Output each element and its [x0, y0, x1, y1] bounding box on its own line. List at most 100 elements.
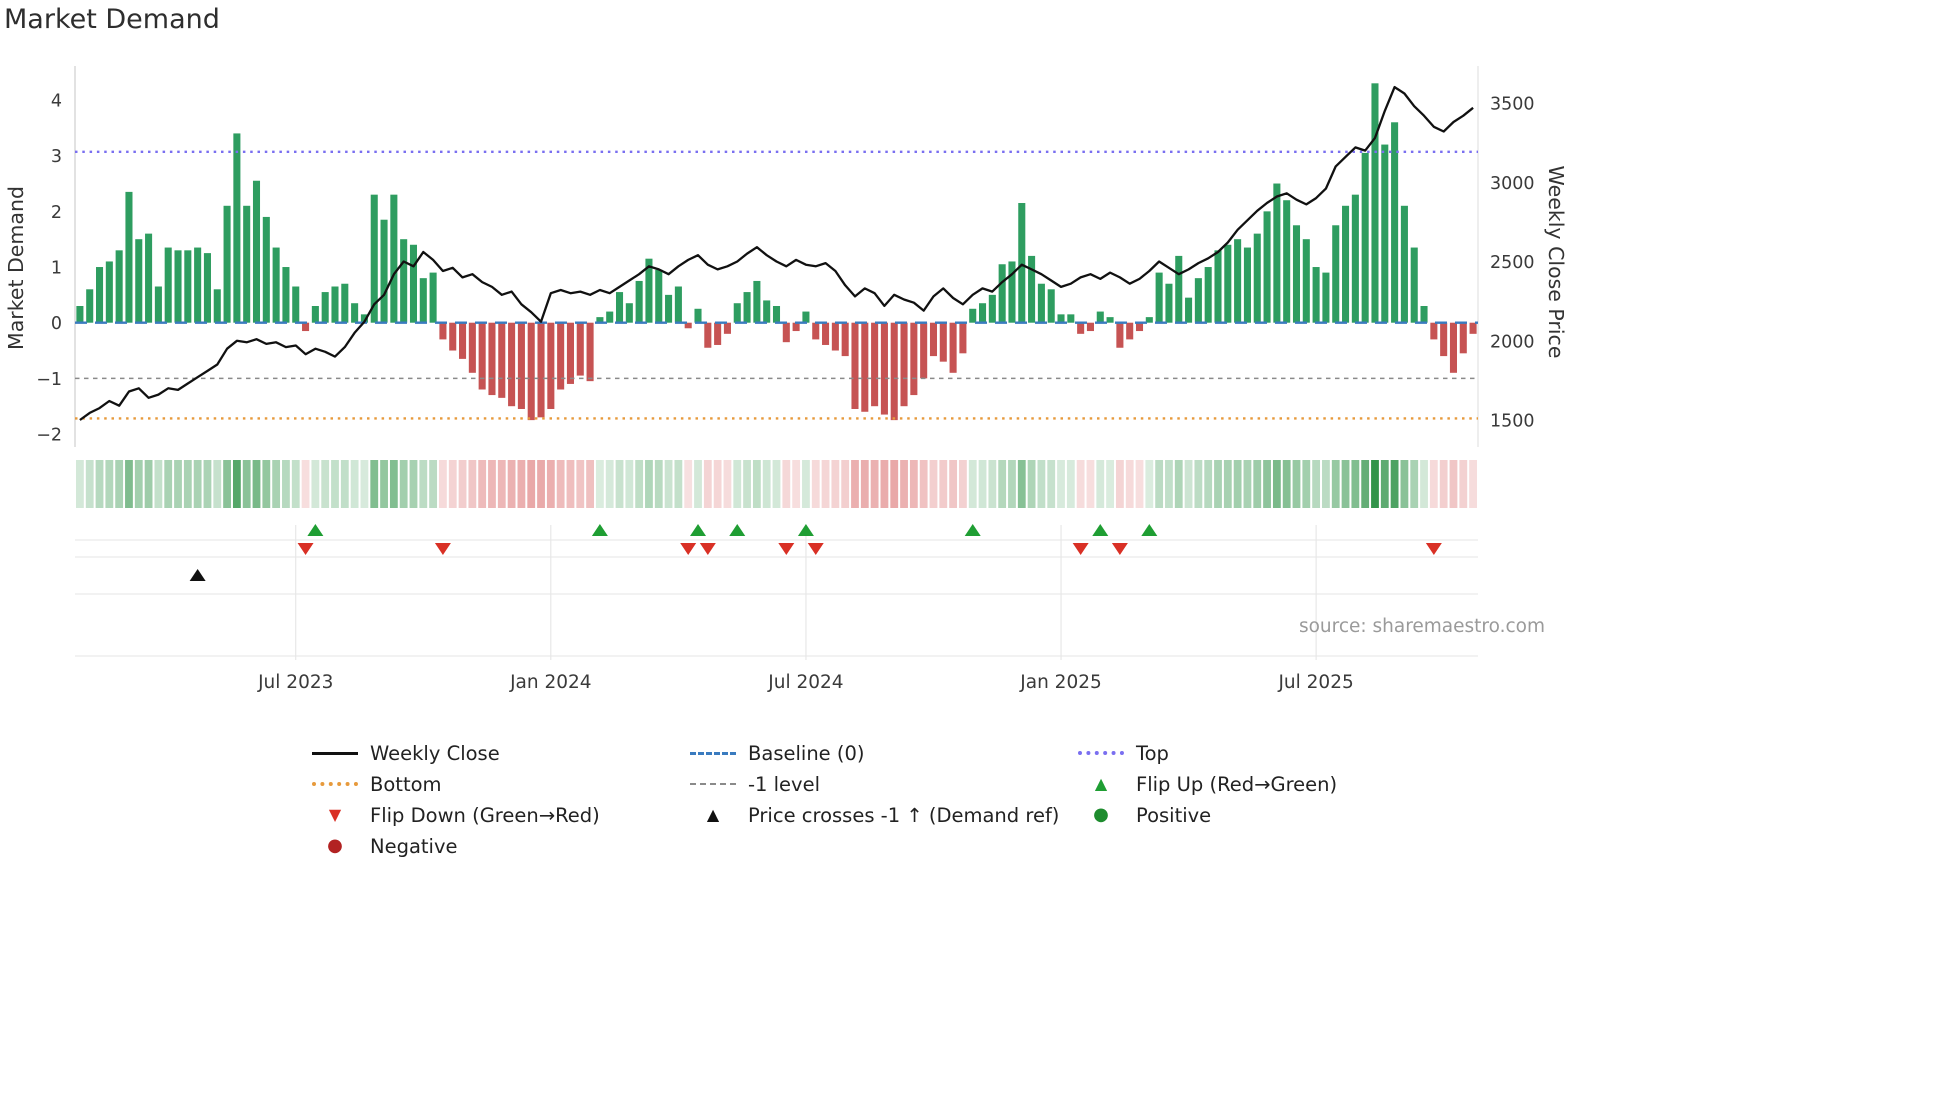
- heatmap-cell: [743, 460, 751, 508]
- heatmap-cell: [1429, 460, 1438, 508]
- heatmap-cell: [988, 460, 997, 508]
- demand-bar: [880, 322, 888, 415]
- heatmap-cell: [841, 460, 850, 508]
- demand-bar: [1420, 306, 1428, 323]
- demand-bar: [851, 322, 859, 409]
- heatmap-cell: [811, 460, 820, 508]
- x-axis-tick: Jul 2024: [767, 672, 843, 693]
- demand-bar: [615, 292, 624, 323]
- heatmap-cell: [576, 460, 585, 508]
- heatmap-cell: [154, 460, 163, 508]
- legend-label: -1 level: [748, 772, 821, 796]
- demand-bar: [223, 205, 231, 323]
- legend-label: Positive: [1136, 803, 1212, 827]
- demand-bar: [419, 278, 427, 323]
- heatmap-cell: [605, 460, 614, 508]
- demand-bar: [743, 292, 751, 323]
- demand-bar: [184, 250, 192, 323]
- heatmap-cell: [1145, 460, 1154, 508]
- flip-up-marker: [690, 524, 707, 536]
- legend-item-price-cross: ▲ Price crosses -1 ↑ (Demand ref): [690, 800, 1078, 830]
- heatmap-cell: [645, 460, 653, 508]
- demand-bar: [243, 205, 251, 323]
- demand-bar: [861, 322, 869, 412]
- heatmap-cell: [1400, 460, 1409, 508]
- heatmap-cell: [556, 460, 565, 508]
- heatmap-cell: [674, 460, 683, 508]
- heatmap-cell: [919, 460, 928, 508]
- demand-bar: [282, 267, 290, 323]
- heatmap-cell: [1459, 460, 1468, 508]
- demand-bar: [125, 191, 133, 323]
- right-axis-tick: 2000: [1490, 332, 1535, 352]
- heatmap-cell: [1449, 460, 1458, 508]
- demand-bar: [331, 286, 339, 323]
- demand-bar: [1047, 289, 1055, 323]
- heatmap-cell: [792, 460, 801, 508]
- flip-up-marker: [1141, 524, 1158, 536]
- legend-label: Baseline (0): [748, 741, 865, 765]
- demand-bar: [645, 258, 653, 323]
- legend-label: Top: [1136, 741, 1169, 765]
- heatmap-cell: [174, 460, 182, 508]
- heatmap-cell: [880, 460, 889, 508]
- heatmap-cell: [497, 460, 506, 508]
- demand-bar: [321, 292, 329, 323]
- demand-bar: [900, 322, 908, 407]
- demand-bar: [252, 180, 261, 323]
- demand-bar: [625, 303, 633, 323]
- demand-bar: [1126, 322, 1134, 340]
- demand-bar: [1410, 247, 1418, 323]
- page-title: Market Demand: [4, 4, 220, 35]
- demand-bar: [1449, 322, 1457, 373]
- demand-bar: [351, 303, 359, 323]
- source-credit: source: sharemaestro.com: [1298, 616, 1545, 637]
- left-axis-label: Market Demand: [4, 186, 28, 350]
- demand-bar: [1400, 205, 1408, 323]
- demand-bar: [1057, 314, 1065, 323]
- heatmap-cell: [115, 460, 124, 508]
- heatmap-cell: [1233, 460, 1242, 508]
- heatmap-cell: [566, 460, 575, 508]
- flip-down-marker: [1072, 543, 1089, 555]
- heatmap-cell: [340, 460, 349, 508]
- legend-label: Flip Down (Green→Red): [370, 803, 600, 827]
- price-line: [79, 85, 1474, 421]
- heatmap-cell: [1008, 460, 1016, 508]
- flip-down-marker: [699, 543, 716, 555]
- demand-bar: [517, 322, 525, 409]
- demand-bar: [674, 286, 682, 323]
- demand-bar: [380, 219, 388, 323]
- demand-bar: [508, 322, 516, 407]
- legend-item-minus1: -1 level: [690, 769, 1078, 799]
- demand-bar: [635, 280, 643, 323]
- positive-circle-icon: ●: [1093, 804, 1109, 825]
- left-axis-tick: 1: [51, 259, 62, 279]
- demand-bar: [174, 250, 182, 323]
- heatmap-cell: [1469, 460, 1477, 508]
- heatmap-cell: [635, 460, 644, 508]
- legend-label: Bottom: [370, 772, 442, 796]
- demand-bar: [537, 322, 545, 418]
- legend-label: Weekly Close: [370, 741, 500, 765]
- right-axis-tick: 3500: [1490, 95, 1535, 115]
- demand-bar: [439, 322, 447, 340]
- demand-bar: [998, 264, 1006, 323]
- legend-label: Negative: [370, 834, 458, 858]
- demand-bar: [498, 322, 506, 398]
- left-axis-tick: 0: [51, 314, 62, 334]
- demand-bar: [1302, 239, 1310, 323]
- demand-bar: [1361, 152, 1369, 323]
- demand-bar: [1224, 244, 1232, 323]
- heatmap-cell: [252, 460, 261, 508]
- heatmap-cell: [733, 460, 742, 508]
- demand-bar: [890, 322, 898, 421]
- heatmap-cell: [1096, 460, 1105, 508]
- demand-bar: [1116, 322, 1124, 348]
- heatmap-cell: [1106, 460, 1114, 508]
- demand-bar: [1145, 317, 1153, 323]
- demand-bar: [203, 253, 211, 323]
- demand-bar: [547, 322, 555, 409]
- heatmap-cell: [959, 460, 967, 508]
- heatmap-cell: [223, 460, 231, 508]
